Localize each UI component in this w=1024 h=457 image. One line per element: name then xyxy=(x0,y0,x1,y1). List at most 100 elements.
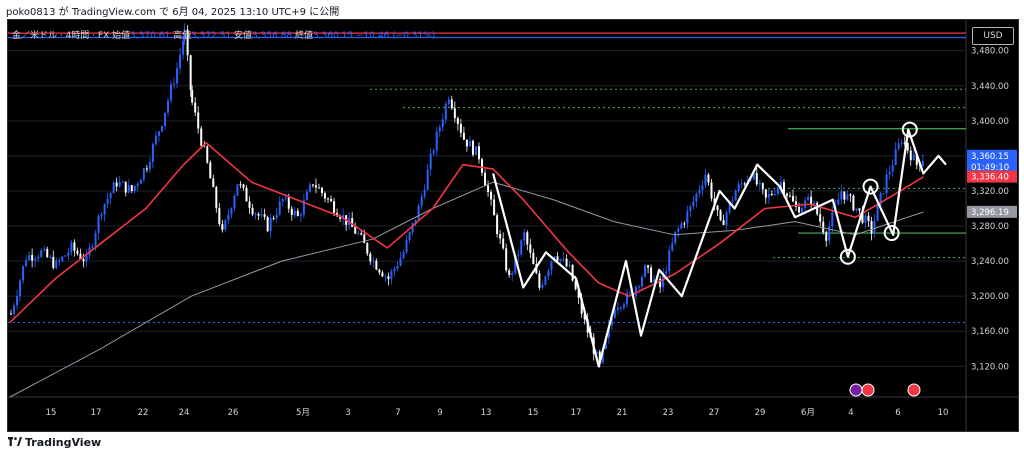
candle xyxy=(293,210,296,215)
candle xyxy=(456,118,459,124)
candle xyxy=(532,252,535,265)
candle xyxy=(76,250,79,254)
candle xyxy=(722,220,725,225)
candle xyxy=(465,139,468,147)
candle xyxy=(272,218,275,220)
candle xyxy=(710,182,713,199)
candle xyxy=(221,224,224,230)
candle xyxy=(822,221,825,233)
candle xyxy=(481,159,484,173)
chart-panel[interactable]: 3,480.003,440.003,400.003,360.003,320.00… xyxy=(7,19,1019,432)
candle xyxy=(647,265,650,268)
candle xyxy=(692,201,695,207)
candle xyxy=(523,232,526,241)
candle xyxy=(37,257,40,259)
candle xyxy=(740,183,743,185)
tradingview-logo[interactable]: TradingView xyxy=(8,436,101,449)
candle xyxy=(317,187,320,189)
candle xyxy=(719,210,722,221)
symbol-label[interactable]: 金／米ドル · 4時間 · FX xyxy=(12,31,110,41)
candle xyxy=(435,131,438,151)
close-label: 終値 xyxy=(295,31,314,41)
candle xyxy=(305,191,308,201)
candle xyxy=(798,206,801,213)
candle xyxy=(200,128,203,146)
candle xyxy=(547,270,550,277)
candle xyxy=(683,223,686,225)
candle xyxy=(758,183,761,185)
candle xyxy=(885,174,888,194)
candle xyxy=(351,218,354,227)
candle xyxy=(333,201,336,213)
candle xyxy=(879,193,882,206)
candle xyxy=(462,132,465,140)
candle xyxy=(604,338,607,349)
candle xyxy=(517,254,520,256)
candle xyxy=(52,256,55,269)
candle xyxy=(49,256,52,258)
candle xyxy=(638,286,641,288)
candle xyxy=(816,202,819,215)
candle xyxy=(562,258,565,260)
candle xyxy=(471,140,474,155)
candle xyxy=(58,260,61,262)
candle xyxy=(450,99,453,109)
candle xyxy=(698,190,701,194)
candle xyxy=(888,171,891,175)
candle xyxy=(330,198,333,202)
candle xyxy=(170,84,173,101)
price-chart[interactable]: 3,480.003,440.003,400.003,360.003,320.00… xyxy=(8,20,1018,431)
candle xyxy=(118,181,121,187)
candle xyxy=(610,317,613,326)
x-tick-label: 6 xyxy=(895,408,900,418)
candle xyxy=(499,234,502,239)
candle xyxy=(441,119,444,128)
candle xyxy=(176,68,179,84)
candle xyxy=(541,284,544,288)
brand-name: TradingView xyxy=(25,436,102,449)
candle xyxy=(34,258,37,261)
candle xyxy=(121,181,124,183)
candle xyxy=(402,252,405,259)
candle xyxy=(151,144,154,162)
x-tick-label: 22 xyxy=(138,408,149,418)
zigzag-drawing-line xyxy=(492,128,947,368)
close-value: 3,360.15 xyxy=(313,31,354,41)
candle xyxy=(493,199,496,216)
x-tick-label: 17 xyxy=(571,408,582,418)
candle xyxy=(429,153,432,170)
candle xyxy=(785,193,788,196)
candle xyxy=(665,271,668,274)
candle xyxy=(903,142,906,144)
candle xyxy=(828,226,831,241)
candle xyxy=(752,173,755,180)
candle xyxy=(139,179,142,184)
candle xyxy=(73,242,76,251)
candle xyxy=(508,270,511,275)
candle xyxy=(19,280,22,297)
candle xyxy=(858,208,861,211)
candle xyxy=(387,276,390,280)
candle xyxy=(299,214,302,216)
candle xyxy=(680,223,683,229)
candle xyxy=(770,194,773,196)
x-tick-label: 17 xyxy=(91,408,102,418)
candle xyxy=(556,256,559,261)
candle xyxy=(227,214,230,221)
candle xyxy=(142,168,145,180)
candle xyxy=(31,255,34,261)
x-tick-label: 21 xyxy=(617,408,628,418)
candle xyxy=(912,154,915,161)
candle xyxy=(668,250,671,272)
candle xyxy=(109,193,112,199)
candle xyxy=(254,213,257,215)
ma-slow-badge-bg xyxy=(967,205,1017,218)
candle xyxy=(864,215,867,223)
candle xyxy=(10,313,12,315)
y-tick-label: 3,120.00 xyxy=(971,362,1009,372)
candle xyxy=(133,185,136,192)
currency-button[interactable]: USD xyxy=(972,27,1014,45)
candle xyxy=(595,351,598,354)
candle xyxy=(82,259,85,262)
y-tick-label: 3,280.00 xyxy=(971,222,1009,232)
